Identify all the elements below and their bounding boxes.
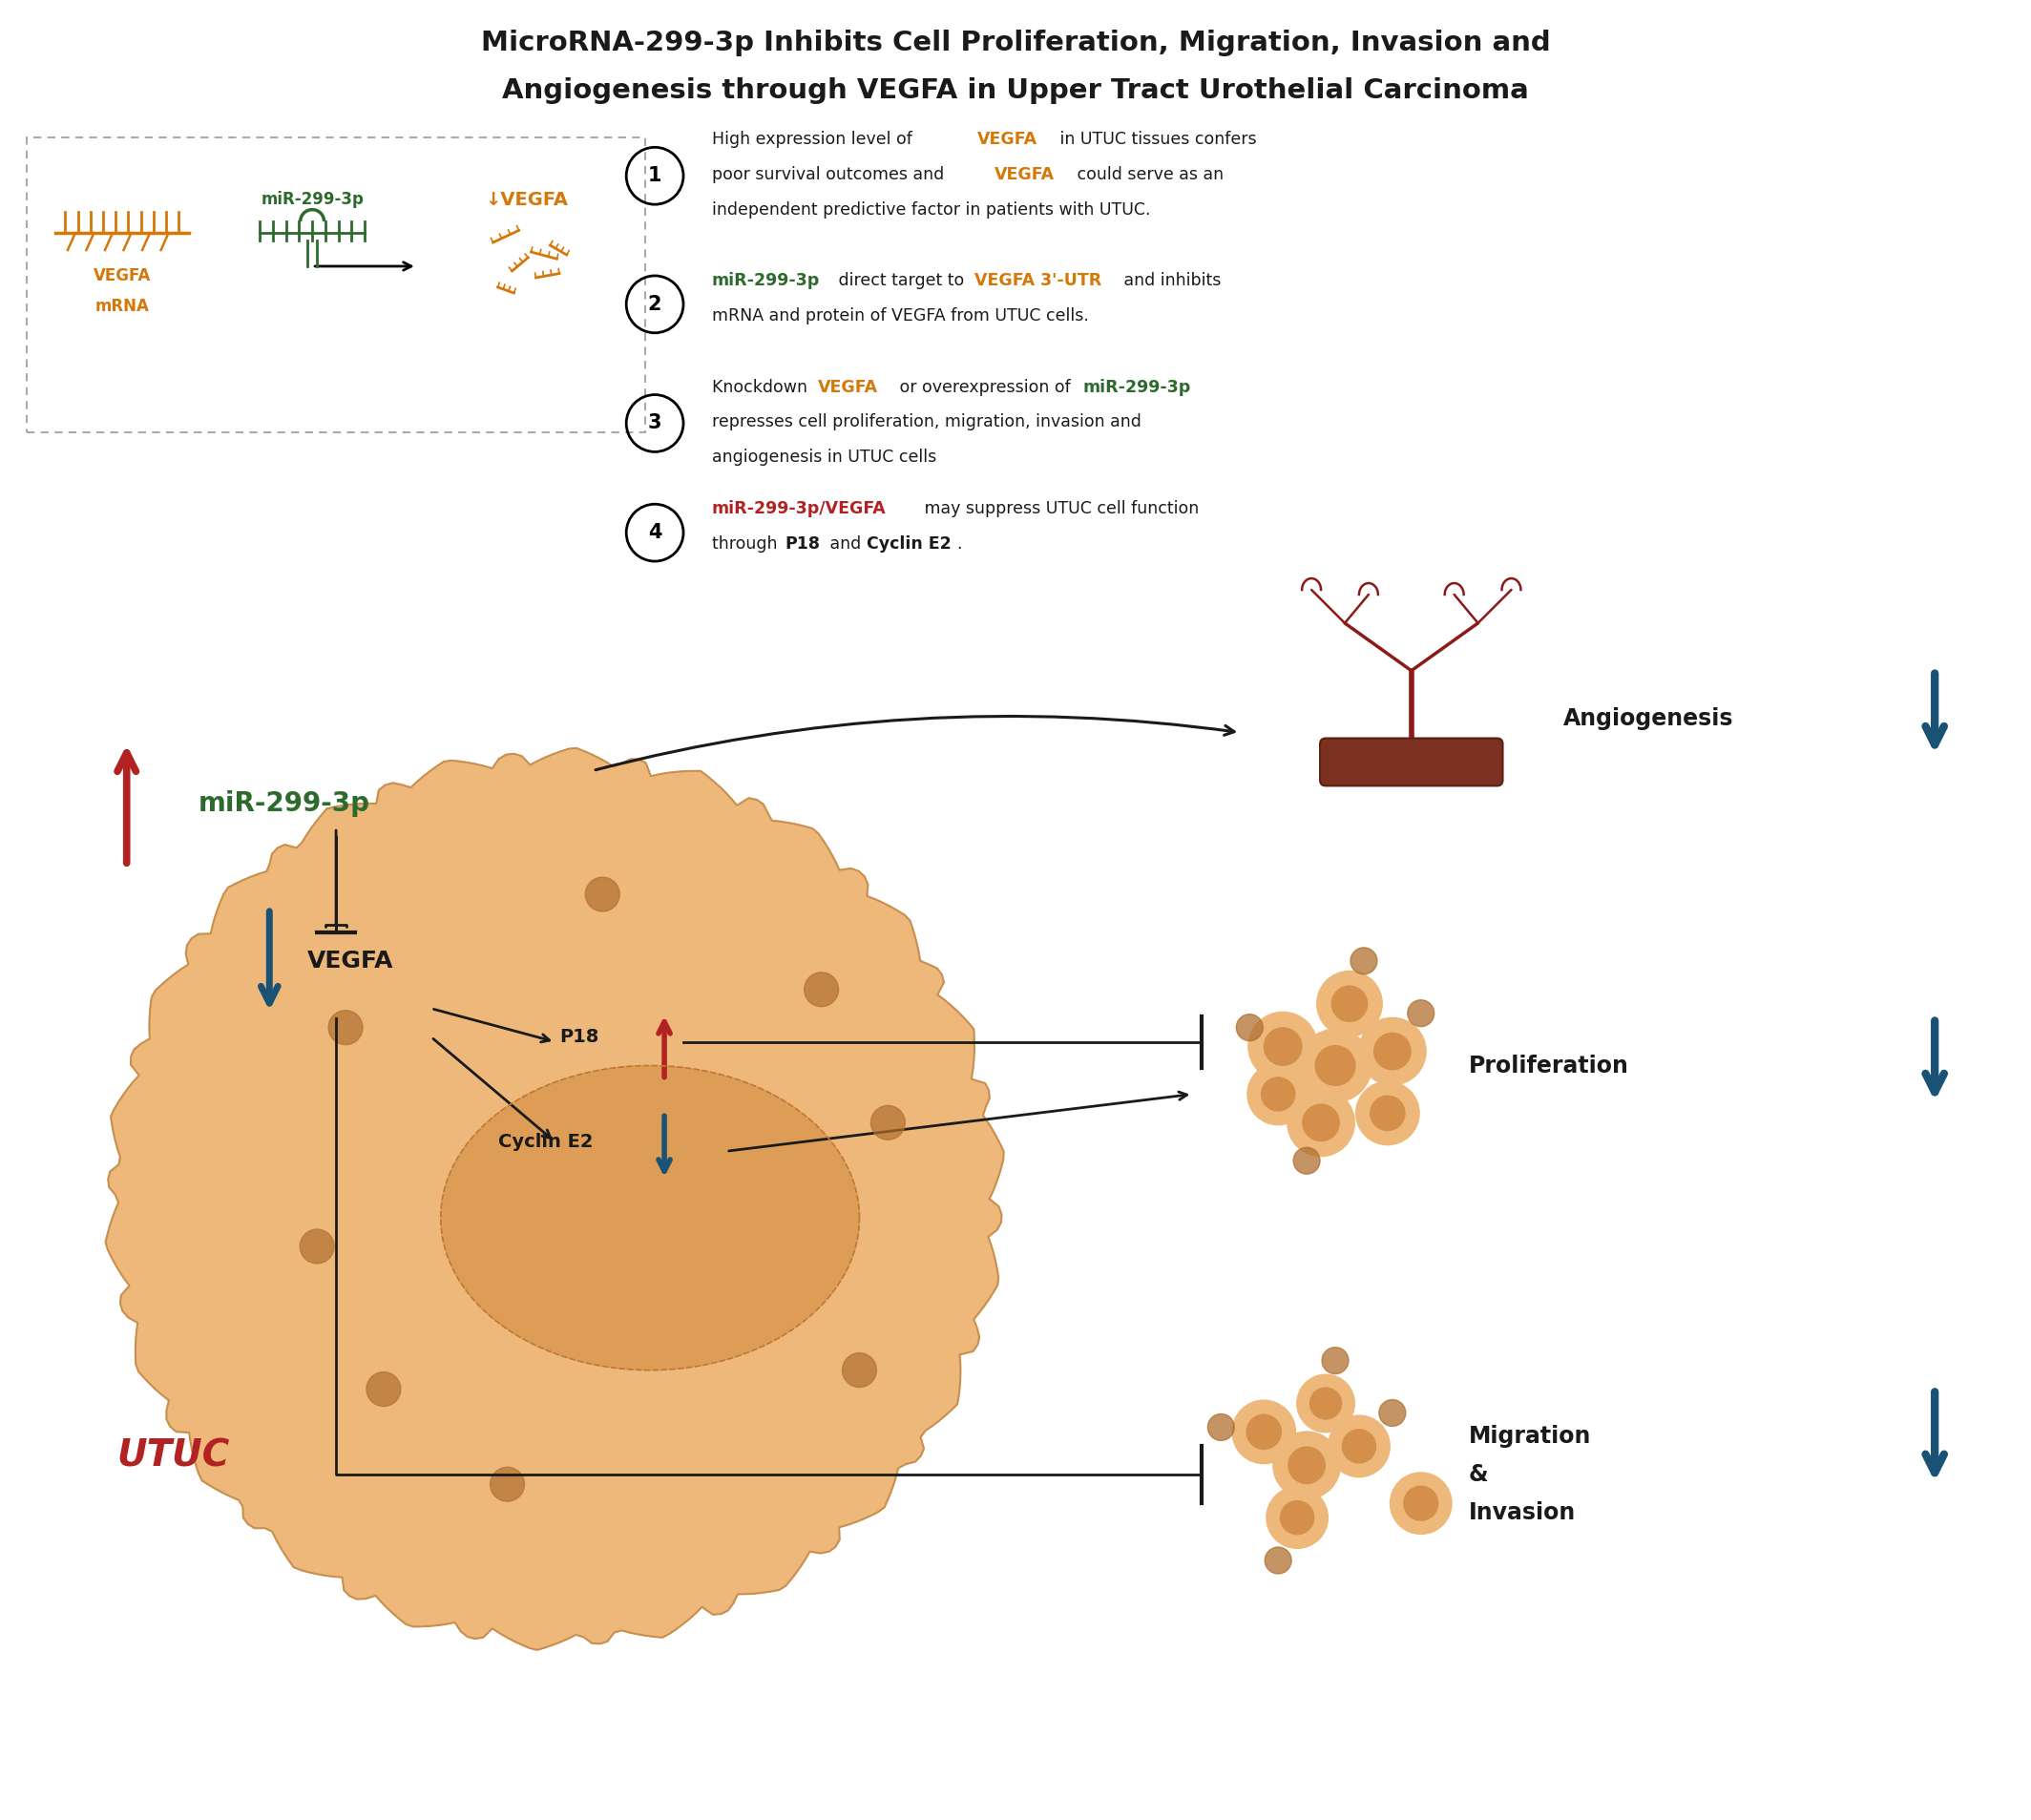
Text: may suppress UTUC cell function: may suppress UTUC cell function (920, 501, 1198, 517)
Circle shape (489, 1467, 524, 1501)
Text: Angiogenesis through VEGFA in Upper Tract Urothelial Carcinoma: Angiogenesis through VEGFA in Upper Trac… (502, 76, 1529, 104)
Circle shape (366, 1372, 400, 1407)
Circle shape (1310, 1387, 1340, 1420)
Circle shape (843, 1352, 877, 1387)
Circle shape (1208, 1414, 1235, 1440)
Circle shape (1288, 1447, 1324, 1483)
Circle shape (585, 877, 619, 912)
Text: 3: 3 (648, 413, 662, 433)
Circle shape (1237, 1014, 1263, 1041)
Circle shape (871, 1105, 906, 1139)
Circle shape (1357, 1081, 1420, 1145)
Circle shape (1318, 972, 1381, 1036)
Text: 4: 4 (648, 522, 662, 542)
Circle shape (1379, 1400, 1405, 1427)
Text: in UTUC tissues confers: in UTUC tissues confers (1054, 131, 1257, 147)
Text: P18: P18 (561, 1028, 599, 1046)
Text: direct target to: direct target to (833, 271, 969, 289)
Text: Knockdown: Knockdown (713, 379, 812, 395)
Polygon shape (106, 748, 1003, 1651)
Text: mRNA: mRNA (95, 298, 148, 315)
Circle shape (1273, 1432, 1340, 1498)
FancyBboxPatch shape (26, 138, 646, 433)
Circle shape (1280, 1501, 1314, 1534)
Circle shape (1247, 1414, 1282, 1449)
Text: MicroRNA-299-3p Inhibits Cell Proliferation, Migration, Invasion and: MicroRNA-299-3p Inhibits Cell Proliferat… (481, 29, 1550, 56)
Circle shape (1328, 1416, 1389, 1476)
Text: miR-299-3p: miR-299-3p (713, 271, 821, 289)
Text: VEGFA 3'-UTR: VEGFA 3'-UTR (975, 271, 1101, 289)
Circle shape (1267, 1487, 1328, 1549)
Circle shape (1233, 1401, 1296, 1463)
Text: High expression level of: High expression level of (713, 131, 918, 147)
Text: Angiogenesis: Angiogenesis (1564, 706, 1734, 730)
Circle shape (301, 1228, 335, 1263)
Text: independent predictive factor in patients with UTUC.: independent predictive factor in patient… (713, 202, 1150, 218)
Text: VEGFA: VEGFA (977, 131, 1038, 147)
Text: through: through (713, 535, 782, 553)
Circle shape (1300, 1030, 1371, 1101)
Text: or overexpression of: or overexpression of (894, 379, 1076, 395)
Text: Invasion: Invasion (1468, 1501, 1576, 1525)
Text: 1: 1 (648, 166, 662, 186)
Text: Cyclin E2: Cyclin E2 (498, 1132, 593, 1150)
Circle shape (1249, 1012, 1318, 1081)
Circle shape (1247, 1063, 1308, 1125)
Circle shape (1263, 1028, 1302, 1065)
Text: VEGFA: VEGFA (995, 166, 1054, 184)
Text: VEGFA: VEGFA (93, 268, 150, 284)
Text: represses cell proliferation, migration, invasion and: represses cell proliferation, migration,… (713, 413, 1141, 431)
Circle shape (1294, 1147, 1320, 1174)
Circle shape (1407, 999, 1434, 1026)
Text: and: and (825, 535, 865, 553)
Circle shape (1375, 1034, 1412, 1070)
Circle shape (804, 972, 839, 1006)
Text: VEGFA: VEGFA (818, 379, 877, 395)
Text: miR-299-3p/VEGFA: miR-299-3p/VEGFA (713, 501, 886, 517)
Circle shape (1288, 1090, 1355, 1156)
Text: ↓VEGFA: ↓VEGFA (485, 191, 569, 209)
Circle shape (1322, 1347, 1349, 1374)
Circle shape (1332, 986, 1367, 1021)
Circle shape (1342, 1429, 1375, 1463)
Circle shape (1351, 948, 1377, 974)
Text: &: & (1468, 1463, 1489, 1487)
Circle shape (1298, 1374, 1355, 1432)
Circle shape (1403, 1487, 1438, 1520)
Circle shape (1371, 1096, 1405, 1130)
Text: could serve as an: could serve as an (1072, 166, 1223, 184)
Text: mRNA and protein of VEGFA from UTUC cells.: mRNA and protein of VEGFA from UTUC cell… (713, 308, 1089, 324)
Text: and inhibits: and inhibits (1119, 271, 1221, 289)
Circle shape (1265, 1547, 1292, 1574)
Text: VEGFA: VEGFA (307, 950, 394, 972)
Text: .: . (957, 535, 963, 553)
Polygon shape (441, 1065, 859, 1370)
Circle shape (1359, 1017, 1426, 1085)
Text: Migration: Migration (1468, 1425, 1590, 1449)
Text: Cyclin E2: Cyclin E2 (867, 535, 953, 553)
Text: miR-299-3p: miR-299-3p (1083, 379, 1190, 395)
FancyBboxPatch shape (1320, 739, 1503, 786)
Text: miR-299-3p: miR-299-3p (260, 191, 364, 207)
Text: angiogenesis in UTUC cells: angiogenesis in UTUC cells (713, 450, 936, 466)
Text: UTUC: UTUC (118, 1438, 230, 1474)
Circle shape (329, 1010, 364, 1045)
Text: poor survival outcomes and: poor survival outcomes and (713, 166, 948, 184)
Circle shape (1391, 1472, 1452, 1534)
Text: Proliferation: Proliferation (1468, 1054, 1629, 1077)
Circle shape (1302, 1105, 1338, 1141)
Text: miR-299-3p: miR-299-3p (199, 790, 370, 817)
Text: 2: 2 (648, 295, 662, 313)
Circle shape (1316, 1046, 1355, 1085)
Circle shape (1261, 1077, 1296, 1110)
Text: P18: P18 (786, 535, 821, 553)
